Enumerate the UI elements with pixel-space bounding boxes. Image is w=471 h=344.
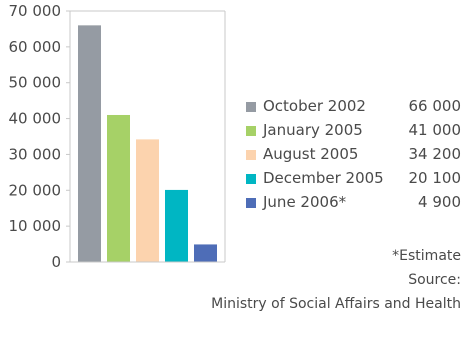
bars (78, 25, 217, 262)
estimate-note: *Estimate (392, 248, 461, 264)
bar (194, 244, 217, 262)
legend-value: 20 100 (408, 169, 462, 187)
legend-label: June 2006* (263, 193, 347, 211)
legend-label: January 2005 (263, 121, 363, 139)
source-text: Ministry of Social Affairs and Health (211, 296, 461, 312)
y-tick-label: 60 000 (9, 38, 62, 56)
legend-item: December 2005 20 100 (246, 166, 461, 190)
y-tick-label: 40 000 (9, 110, 62, 128)
legend-item: August 2005 34 200 (246, 142, 461, 166)
y-tick-label: 50 000 (9, 74, 62, 92)
legend-item: October 2002 66 000 (246, 94, 461, 118)
legend-label: August 2005 (263, 145, 359, 163)
bar (136, 139, 159, 262)
legend-value: 34 200 (408, 145, 462, 163)
y-tick-label: 0 (51, 253, 61, 271)
legend-value: 4 900 (418, 193, 461, 211)
legend-value: 66 000 (408, 97, 462, 115)
legend-swatch (246, 198, 256, 208)
source-label: Source: (408, 272, 461, 288)
legend-value: 41 000 (408, 121, 462, 139)
y-tick-label: 30 000 (9, 145, 62, 163)
y-axis-ticks: 0 10 000 20 000 30 000 40 000 50 000 60 000 70 … (9, 2, 70, 271)
y-tick-label: 70 000 (9, 2, 62, 20)
legend-label: October 2002 (263, 97, 366, 115)
legend-swatch (246, 102, 256, 112)
legend-item: January 2005 41 000 (246, 118, 461, 142)
legend-label: December 2005 (263, 169, 384, 187)
legend-item: June 2006* 4 900 (246, 190, 461, 214)
legend-swatch (246, 126, 256, 136)
bar (78, 25, 101, 262)
y-tick-label: 10 000 (9, 217, 62, 235)
bar (107, 114, 130, 262)
legend-swatch (246, 174, 256, 184)
legend-swatch (246, 150, 256, 160)
y-tick-label: 20 000 (9, 181, 62, 199)
legend: October 2002 66 000 January 2005 41 000 Augu… (246, 94, 461, 214)
bar (165, 189, 188, 262)
